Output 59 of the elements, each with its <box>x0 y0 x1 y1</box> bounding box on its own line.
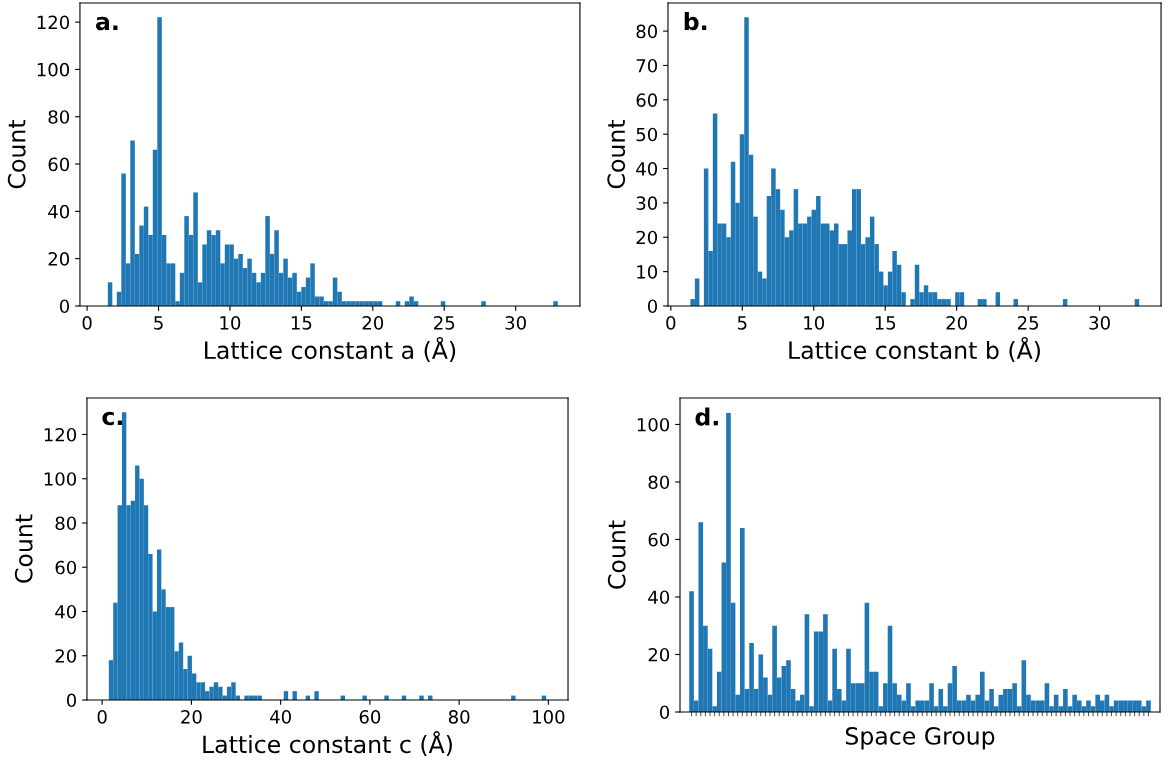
chart-title: d. <box>695 407 718 426</box>
x-tick-label: 20 <box>946 316 967 330</box>
y-tick-label: 50 <box>636 127 658 142</box>
y-axis-title: Count <box>607 520 626 589</box>
x-tick-label: 5 <box>737 316 747 330</box>
y-tick-label: 60 <box>48 157 70 172</box>
y-tick-label: 0 <box>59 299 70 314</box>
y-tick-label: 20 <box>55 649 77 663</box>
y-tick-label: 20 <box>648 647 670 662</box>
y-axis-title: Count <box>7 119 26 189</box>
y-tick-label: 80 <box>48 110 70 124</box>
x-tick-label: 0 <box>82 316 92 330</box>
y-tick-label: 80 <box>55 516 77 531</box>
x-tick-label: 10 <box>220 316 241 330</box>
y-tick-label: 40 <box>636 162 658 176</box>
y-tick-label: 40 <box>648 590 670 605</box>
x-tick-label: 0 <box>97 710 107 724</box>
x-axis-title: Lattice constant a (Å) <box>205 336 456 362</box>
x-tick-label: 25 <box>1017 316 1039 330</box>
y-tick-label: 80 <box>648 475 670 490</box>
y-tick-label: 0 <box>647 299 658 314</box>
y-tick-label: 60 <box>636 93 658 107</box>
x-tick-label: 10 <box>804 316 825 330</box>
x-tick-label: 5 <box>154 316 163 330</box>
x-tick-label: 30 <box>1089 316 1110 330</box>
y-tick-label: 40 <box>55 604 77 619</box>
y-tick-label: 120 <box>37 15 70 30</box>
y-tick-label: 60 <box>55 560 77 575</box>
x-axis-title: Lattice constant b (Å) <box>789 336 1040 362</box>
x-tick-label: 30 <box>505 316 526 330</box>
y-tick-label: 20 <box>48 252 70 266</box>
x-tick-label: 20 <box>362 316 384 330</box>
x-tick-label: 40 <box>270 710 291 724</box>
y-tick-label: 120 <box>44 427 77 442</box>
chart-title: b. <box>684 12 707 31</box>
y-tick-label: 60 <box>648 532 670 547</box>
chart-title: a. <box>95 16 118 31</box>
y-tick-label: 100 <box>637 417 670 432</box>
y-tick-label: 80 <box>636 24 658 39</box>
y-axis-title: Count <box>14 514 33 583</box>
x-tick-label: 15 <box>875 316 896 330</box>
x-axis-title: Lattice constant c (Å) <box>203 730 452 756</box>
x-tick-label: 60 <box>359 710 381 724</box>
x-axis-title: Space Group <box>845 727 995 750</box>
y-tick-label: 70 <box>636 58 658 73</box>
chart-title: c. <box>102 411 122 426</box>
x-tick-label: 25 <box>434 316 455 330</box>
y-tick-label: 10 <box>637 265 658 279</box>
y-tick-label: 100 <box>37 62 70 77</box>
y-tick-label: 0 <box>66 693 77 708</box>
x-tick-label: 100 <box>533 710 565 724</box>
y-tick-label: 30 <box>636 196 658 211</box>
x-tick-label: 80 <box>448 710 470 724</box>
y-tick-label: 40 <box>48 204 70 219</box>
x-tick-label: 20 <box>181 710 202 724</box>
y-axis-title: Count <box>607 119 626 189</box>
x-tick-label: 15 <box>291 316 312 330</box>
y-tick-label: 20 <box>636 230 658 245</box>
y-tick-label: 100 <box>44 472 77 486</box>
